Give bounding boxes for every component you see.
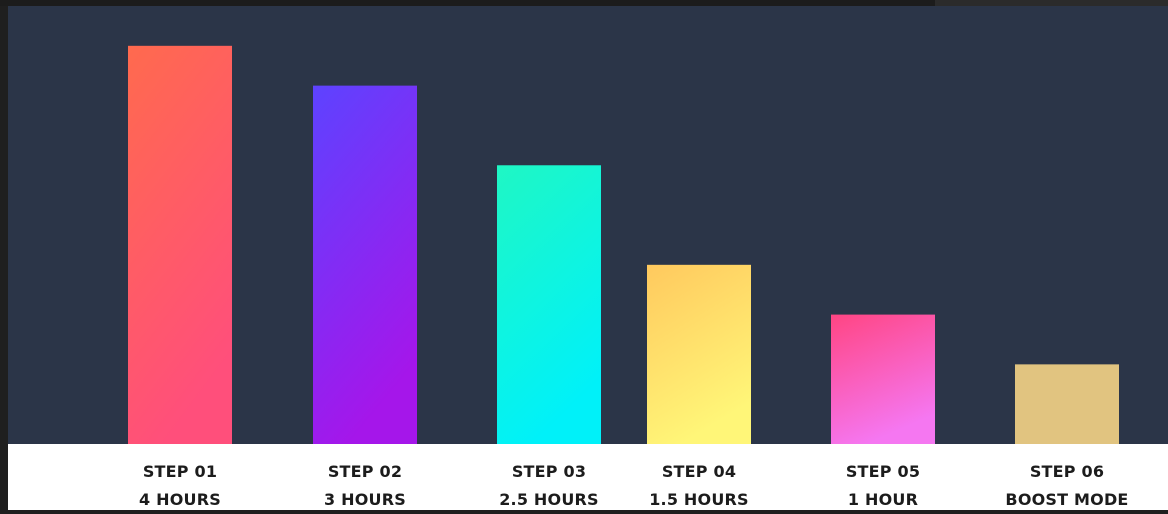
category-label-4: STEP 04 1.5 HOURS <box>624 458 774 514</box>
category-label-3: STEP 03 2.5 HOURS <box>474 458 624 514</box>
bar-5 <box>831 314 935 444</box>
duration-label: 1 HOUR <box>847 490 919 509</box>
step-label: STEP 01 <box>142 462 218 481</box>
duration-label: 3 HOURS <box>324 490 406 509</box>
category-label-2: STEP 02 3 HOURS <box>290 458 440 514</box>
top-strip <box>0 0 935 6</box>
plot-area <box>8 6 1168 444</box>
duration-label: 1.5 HOURS <box>649 490 749 509</box>
category-label-6: STEP 06 BOOST MODE <box>992 458 1142 514</box>
category-label-area: STEP 01 4 HOURS STEP 02 3 HOURS STEP 03 2.5 H… <box>8 444 1168 510</box>
step-label: STEP 02 <box>327 462 403 481</box>
bar-1 <box>128 45 232 444</box>
step-label: STEP 05 <box>845 462 921 481</box>
duration-label: 4 HOURS <box>139 490 221 509</box>
duration-label: BOOST MODE <box>1005 490 1129 509</box>
bar-4 <box>647 264 751 444</box>
bar-6 <box>1015 364 1119 444</box>
category-label-5: STEP 05 1 HOUR <box>808 458 958 514</box>
step-label: STEP 04 <box>661 462 737 481</box>
step-label: STEP 06 <box>1029 462 1105 481</box>
step-label: STEP 03 <box>511 462 587 481</box>
bars-group <box>128 45 1119 444</box>
bar-2 <box>313 85 417 444</box>
bar-3 <box>497 165 601 444</box>
top-strip-right <box>935 0 1168 6</box>
category-label-1: STEP 01 4 HOURS <box>105 458 255 514</box>
duration-label: 2.5 HOURS <box>499 490 599 509</box>
